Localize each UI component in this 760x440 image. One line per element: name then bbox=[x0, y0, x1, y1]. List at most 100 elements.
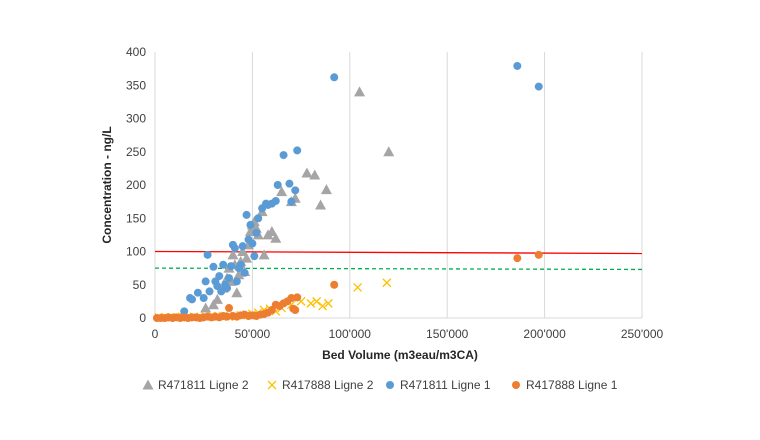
y-tick-label: 50 bbox=[133, 278, 147, 292]
data-point bbox=[211, 293, 223, 304]
data-point bbox=[330, 73, 339, 82]
data-point bbox=[225, 304, 234, 313]
legend-entry: R417888 Ligne 2 bbox=[267, 378, 374, 392]
data-point bbox=[315, 199, 327, 210]
y-tick-label: 400 bbox=[126, 45, 146, 59]
legend-entry: R417888 Ligne 1 bbox=[512, 378, 618, 392]
legend-entry: R471811 Ligne 1 bbox=[386, 378, 491, 392]
data-point bbox=[291, 186, 300, 195]
data-point bbox=[320, 184, 332, 195]
data-point bbox=[227, 249, 239, 260]
legend-entry: R471811 Ligne 2 bbox=[142, 378, 249, 392]
legend-label: R471811 Ligne 2 bbox=[158, 378, 249, 392]
data-point bbox=[306, 298, 316, 308]
y-tick-label: 200 bbox=[126, 178, 146, 192]
legend-marker-icon bbox=[267, 380, 277, 390]
data-point bbox=[250, 252, 259, 261]
data-point bbox=[513, 61, 522, 70]
data-point bbox=[330, 280, 339, 289]
y-tick-label: 150 bbox=[126, 211, 146, 225]
data-point bbox=[270, 232, 282, 243]
data-point bbox=[223, 284, 232, 293]
y-axis-title: Concentration - ng/L bbox=[100, 126, 114, 243]
series-group bbox=[152, 250, 543, 322]
y-tick-label: 300 bbox=[126, 112, 146, 126]
y-tick-label: 250 bbox=[126, 145, 146, 159]
x-tick-label: 250'000 bbox=[621, 327, 664, 341]
data-point bbox=[231, 287, 243, 298]
data-point bbox=[287, 197, 296, 206]
data-point bbox=[200, 302, 212, 313]
legend-label: R471811 Ligne 1 bbox=[400, 378, 491, 392]
series-group bbox=[180, 61, 543, 316]
data-point bbox=[273, 181, 282, 189]
y-tick-label: 350 bbox=[126, 78, 146, 92]
data-point bbox=[266, 226, 278, 237]
legend-marker-icon bbox=[142, 379, 154, 390]
data-point bbox=[271, 196, 280, 205]
data-point bbox=[383, 146, 395, 157]
data-point bbox=[279, 151, 288, 160]
data-point bbox=[252, 228, 261, 237]
legend-label: R417888 Ligne 1 bbox=[526, 378, 618, 392]
data-point bbox=[318, 301, 327, 311]
data-point bbox=[199, 294, 208, 303]
data-point bbox=[354, 86, 366, 97]
data-point bbox=[353, 282, 363, 292]
legend: R471811 Ligne 2 R417888 Ligne 2 R471811 Li… bbox=[142, 378, 618, 392]
data-point bbox=[312, 296, 322, 306]
data-point bbox=[242, 210, 251, 219]
data-point bbox=[254, 214, 263, 223]
x-tick-label: 0 bbox=[152, 327, 159, 341]
data-point bbox=[287, 294, 296, 303]
data-point bbox=[233, 269, 245, 280]
data-point bbox=[513, 254, 522, 263]
data-point bbox=[203, 250, 212, 259]
data-point bbox=[293, 293, 302, 302]
data-point bbox=[276, 186, 288, 197]
data-point bbox=[201, 277, 210, 286]
data-point bbox=[323, 298, 333, 308]
data-point bbox=[232, 277, 241, 286]
x-tick-label: 200'000 bbox=[523, 327, 566, 341]
data-point bbox=[205, 287, 214, 296]
data-point bbox=[188, 295, 197, 304]
x-axis-title: Bed Volume (m3eau/m3CA) bbox=[322, 348, 478, 362]
data-point bbox=[219, 260, 228, 269]
y-tick-label: 100 bbox=[126, 245, 146, 259]
data-point bbox=[225, 274, 234, 283]
data-point bbox=[291, 306, 300, 315]
data-point bbox=[230, 244, 239, 253]
x-tick-label: 150'000 bbox=[426, 327, 469, 341]
y-tick-labels: 0 50 100 150 200 250 300 350 400 bbox=[126, 45, 146, 325]
data-point bbox=[246, 220, 255, 229]
x-tick-labels: 0 50'000 100'000 150'000 200'000 250'000 bbox=[152, 327, 664, 341]
data-point bbox=[193, 288, 202, 297]
data-point bbox=[285, 179, 294, 188]
data-point bbox=[309, 169, 321, 180]
data-point bbox=[248, 239, 257, 248]
data-points bbox=[152, 61, 543, 322]
data-point bbox=[534, 250, 543, 259]
data-point bbox=[215, 272, 224, 281]
reference-line bbox=[154, 250, 643, 255]
legend-marker-icon bbox=[386, 381, 394, 389]
legend-marker-icon bbox=[512, 381, 520, 389]
data-point bbox=[207, 299, 219, 310]
data-point bbox=[238, 242, 247, 251]
y-tick-label: 0 bbox=[139, 311, 146, 325]
data-point bbox=[236, 260, 245, 269]
data-point bbox=[226, 262, 235, 271]
data-point bbox=[240, 268, 249, 277]
data-point bbox=[241, 252, 253, 263]
data-point bbox=[534, 82, 543, 91]
data-point bbox=[301, 167, 313, 178]
data-point bbox=[293, 146, 302, 155]
x-tick-label: 100'000 bbox=[329, 327, 372, 341]
data-point bbox=[180, 307, 189, 316]
data-point bbox=[209, 262, 218, 271]
data-point bbox=[223, 312, 232, 321]
data-point bbox=[382, 278, 392, 288]
data-point bbox=[258, 249, 270, 260]
